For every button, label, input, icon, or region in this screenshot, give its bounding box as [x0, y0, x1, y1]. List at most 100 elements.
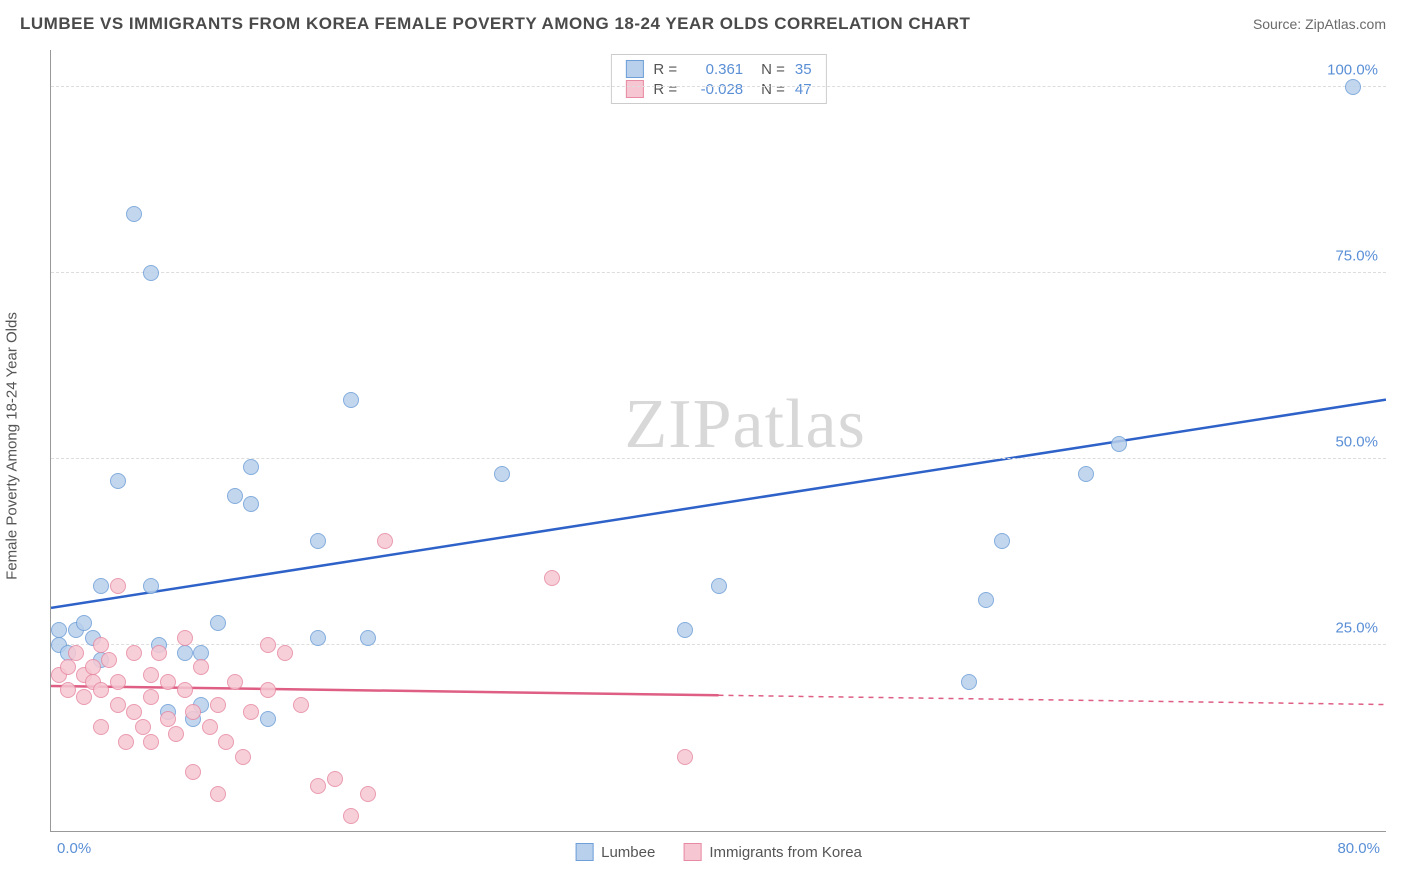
chart-source: Source: ZipAtlas.com [1253, 16, 1386, 32]
data-point-lumbee [143, 265, 159, 281]
r-label: R = [653, 61, 677, 78]
data-point-korea [243, 704, 259, 720]
data-point-lumbee [978, 592, 994, 608]
data-point-korea [118, 734, 134, 750]
data-point-korea [126, 645, 142, 661]
data-point-korea [68, 645, 84, 661]
data-point-korea [260, 682, 276, 698]
data-point-korea [177, 630, 193, 646]
data-point-korea [343, 808, 359, 824]
n-label: N = [761, 81, 785, 98]
data-point-korea [193, 659, 209, 675]
data-point-lumbee [51, 622, 67, 638]
chart-title: LUMBEE VS IMMIGRANTS FROM KOREA FEMALE P… [20, 14, 970, 34]
x-tick-label: 0.0% [57, 840, 91, 857]
data-point-lumbee [1345, 79, 1361, 95]
gridline [51, 272, 1386, 273]
r-value: 0.361 [687, 61, 743, 78]
data-point-lumbee [494, 466, 510, 482]
series-legend: Lumbee Immigrants from Korea [575, 843, 862, 861]
data-point-korea [101, 652, 117, 668]
legend-swatch [625, 60, 643, 78]
data-point-korea [260, 637, 276, 653]
data-point-korea [544, 570, 560, 586]
legend-row-lumbee: R = 0.361 N = 35 [625, 59, 811, 79]
data-point-lumbee [210, 615, 226, 631]
y-tick-label: 25.0% [1335, 620, 1378, 637]
data-point-korea [93, 682, 109, 698]
data-point-lumbee [310, 533, 326, 549]
data-point-lumbee [143, 578, 159, 594]
data-point-korea [310, 778, 326, 794]
data-point-korea [293, 697, 309, 713]
legend-label: Immigrants from Korea [709, 844, 862, 861]
data-point-lumbee [93, 578, 109, 594]
correlation-legend: R = 0.361 N = 35 R = -0.028 N = 47 [610, 54, 826, 104]
data-point-korea [227, 674, 243, 690]
legend-row-korea: R = -0.028 N = 47 [625, 79, 811, 99]
data-point-korea [135, 719, 151, 735]
data-point-lumbee [76, 615, 92, 631]
data-point-lumbee [193, 645, 209, 661]
y-axis-label: Female Poverty Among 18-24 Year Olds [4, 312, 21, 580]
data-point-korea [110, 674, 126, 690]
n-value: 47 [795, 81, 812, 98]
data-point-lumbee [110, 473, 126, 489]
data-point-korea [60, 659, 76, 675]
data-point-lumbee [961, 674, 977, 690]
data-point-korea [143, 667, 159, 683]
legend-item-korea: Immigrants from Korea [683, 843, 862, 861]
data-point-korea [110, 578, 126, 594]
scatter-chart: ZIPatlas R =0.361N =35R =-0.028N =47 Lum… [50, 50, 1386, 832]
data-point-lumbee [227, 488, 243, 504]
data-point-lumbee [260, 711, 276, 727]
watermark: ZIPatlas [625, 385, 866, 465]
data-point-korea [210, 786, 226, 802]
data-point-lumbee [177, 645, 193, 661]
data-point-korea [277, 645, 293, 661]
n-value: 35 [795, 61, 812, 78]
data-point-lumbee [1078, 466, 1094, 482]
gridline [51, 644, 1386, 645]
data-point-lumbee [711, 578, 727, 594]
r-value: -0.028 [687, 81, 743, 98]
data-point-korea [185, 764, 201, 780]
data-point-korea [93, 637, 109, 653]
y-tick-label: 100.0% [1327, 62, 1378, 79]
chart-header: LUMBEE VS IMMIGRANTS FROM KOREA FEMALE P… [0, 0, 1406, 48]
data-point-korea [151, 645, 167, 661]
data-point-lumbee [994, 533, 1010, 549]
data-point-korea [60, 682, 76, 698]
data-point-korea [126, 704, 142, 720]
source-name: ZipAtlas.com [1305, 16, 1386, 32]
gridline [51, 86, 1386, 87]
y-tick-label: 50.0% [1335, 434, 1378, 451]
data-point-korea [327, 771, 343, 787]
data-point-lumbee [243, 459, 259, 475]
data-point-lumbee [310, 630, 326, 646]
source-prefix: Source: [1253, 16, 1305, 32]
y-tick-label: 75.0% [1335, 248, 1378, 265]
legend-swatch [683, 843, 701, 861]
data-point-korea [160, 711, 176, 727]
data-point-korea [677, 749, 693, 765]
data-point-korea [360, 786, 376, 802]
legend-swatch [575, 843, 593, 861]
data-point-korea [76, 689, 92, 705]
data-point-korea [377, 533, 393, 549]
data-point-lumbee [677, 622, 693, 638]
legend-item-lumbee: Lumbee [575, 843, 655, 861]
legend-label: Lumbee [601, 844, 655, 861]
x-tick-label: 80.0% [1337, 840, 1380, 857]
data-point-korea [93, 719, 109, 735]
data-point-lumbee [343, 392, 359, 408]
data-point-korea [85, 659, 101, 675]
data-point-lumbee [360, 630, 376, 646]
n-label: N = [761, 61, 785, 78]
data-point-korea [160, 674, 176, 690]
data-point-korea [168, 726, 184, 742]
data-point-korea [143, 734, 159, 750]
data-point-lumbee [243, 496, 259, 512]
legend-swatch [625, 80, 643, 98]
r-label: R = [653, 81, 677, 98]
